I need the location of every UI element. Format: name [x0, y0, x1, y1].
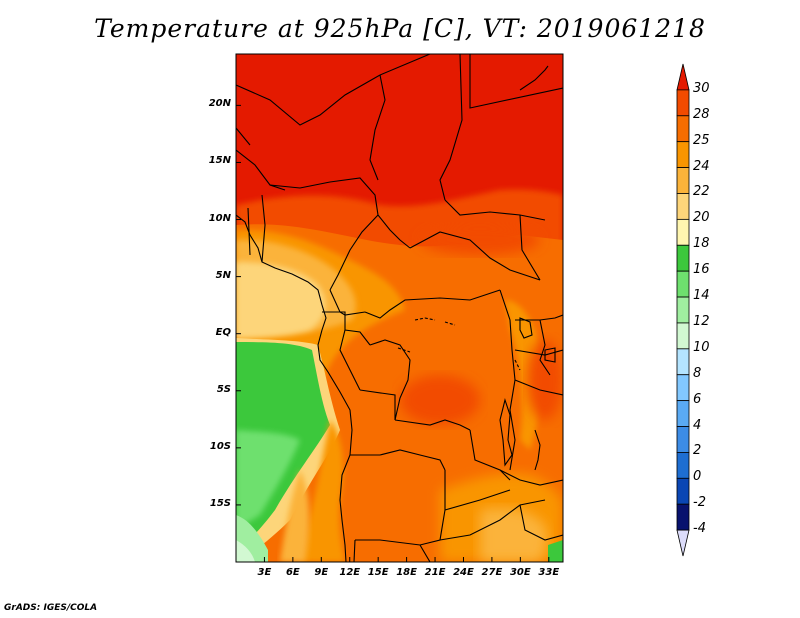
lon-tick-label: 18E: [396, 567, 417, 578]
colorbar-label: 20: [693, 210, 710, 226]
colorbar-swatch: [676, 141, 690, 168]
lon-tick-label: 12E: [339, 567, 361, 578]
lon-tick-label: 24E: [453, 567, 474, 578]
colorbar-swatch: [676, 426, 690, 453]
colorbar-swatch: [676, 89, 690, 117]
lon-tick-label: 15E: [367, 567, 389, 578]
colorbar-label: 16: [693, 262, 710, 278]
colorbar-swatch: [676, 322, 690, 350]
colorbar-swatch: [676, 452, 690, 479]
temperature-field: [236, 54, 563, 562]
colorbar-swatch: [676, 193, 690, 220]
colorbar-swatch: [676, 529, 690, 557]
lon-tick-label: 6E: [285, 567, 300, 578]
colorbar-label: 10: [693, 339, 710, 355]
lat-tick-label: 15S: [209, 497, 231, 509]
lat-tick-label: 10S: [209, 440, 231, 452]
colorbar-label: 0: [693, 469, 702, 485]
colorbar-label: 6: [693, 391, 702, 407]
map-title: Temperature at 925hPa [C], VT: 201906121…: [94, 14, 706, 43]
colorbar-swatch: [676, 63, 690, 91]
colorbar-label: 4: [693, 417, 702, 433]
colorbar-swatch: [676, 477, 690, 505]
colorbar-swatch: [676, 167, 690, 194]
lat-tick-label: EQ: [215, 326, 231, 338]
lon-tick-label: 9E: [314, 567, 329, 578]
colorbar-label: 14: [693, 288, 710, 304]
colorbar-label: 28: [693, 106, 710, 122]
lat-tick-label: 10N: [208, 212, 231, 224]
lat-tick-label: 5S: [216, 383, 231, 395]
colorbar-label: 22: [693, 184, 710, 200]
lat-tick-label: 15N: [208, 155, 231, 167]
lat-tick-label: 20N: [208, 98, 231, 110]
lon-tick-label: 27E: [481, 567, 503, 578]
colorbar-label: -2: [693, 495, 706, 511]
country-borders: [236, 54, 563, 562]
colorbar-swatch: [676, 400, 690, 427]
colorbar-swatch: [676, 503, 690, 531]
lat-tick-label: 5N: [215, 269, 231, 281]
colorbar-swatch: [676, 374, 690, 402]
map-frame: [235, 53, 564, 563]
colorbar-label: -4: [693, 521, 706, 537]
colorbar-swatch: [676, 244, 690, 272]
colorbar-swatch: [676, 348, 690, 376]
colorbar-swatch: [676, 218, 690, 246]
colorbar-swatch: [676, 115, 690, 143]
colorbar-label: 12: [693, 313, 710, 329]
colorbar-label: 24: [693, 158, 710, 174]
colorbar-label: 2: [693, 443, 702, 459]
colorbar-label: 30: [693, 80, 710, 96]
colorbar-swatch: [676, 296, 690, 324]
colorbar-label: 25: [693, 132, 710, 148]
lon-tick-label: 30E: [509, 567, 531, 578]
axis-tick-marks: [236, 104, 550, 562]
lon-tick-label: 21E: [424, 567, 446, 578]
colorbar-swatch: [676, 270, 690, 298]
lon-tick-label: 3E: [257, 567, 272, 578]
colorbar-label: 18: [693, 236, 710, 252]
lon-tick-label: 33E: [538, 567, 560, 578]
colorbar-label: 8: [693, 365, 702, 381]
colorbar: [676, 63, 690, 557]
credit-text: GrADS: IGES/COLA: [4, 603, 98, 613]
